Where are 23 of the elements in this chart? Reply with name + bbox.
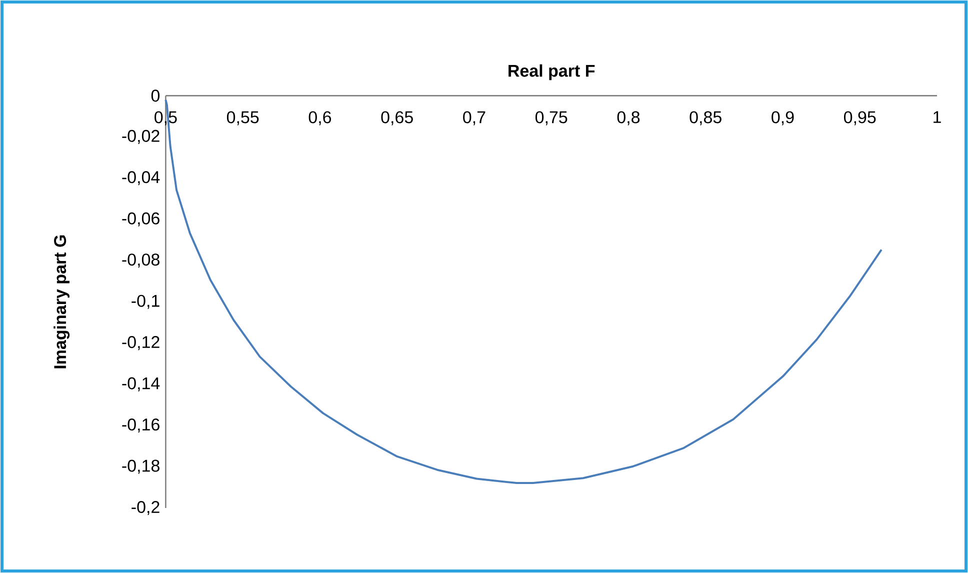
y-tick-label: -0,16: [122, 418, 160, 433]
x-axis-title: Real part F: [508, 64, 595, 80]
x-tick-label: 1: [934, 111, 941, 123]
y-tick-label: -0,04: [122, 171, 160, 186]
y-tick-label: -0,08: [122, 254, 160, 268]
y-tick-label: -0,02: [122, 130, 160, 144]
x-tick-label: 0,65: [381, 111, 413, 126]
y-tick-label: -0,2: [132, 500, 160, 516]
x-tick-label: 0,55: [226, 111, 259, 126]
x-tick-label: 0,8: [617, 111, 640, 126]
y-tick-label: -0,18: [122, 460, 160, 474]
x-tick-label: 0,95: [844, 111, 876, 126]
y-tick-label: -0,14: [122, 377, 160, 392]
x-tick-label: 0,9: [772, 111, 794, 126]
x-tick-label: 0,7: [463, 111, 486, 126]
x-tick-label: 0,6: [308, 111, 332, 126]
x-tick-label: 0,85: [690, 111, 722, 126]
x-tick-label: 0,75: [535, 111, 568, 126]
y-tick-label: 0: [151, 90, 160, 102]
y-tick-label: -0,06: [122, 212, 160, 226]
y-axis-title: Imaginary part G: [54, 235, 70, 368]
y-tick-label: -0,12: [122, 336, 160, 350]
y-tick-label: -0,1: [132, 294, 160, 309]
